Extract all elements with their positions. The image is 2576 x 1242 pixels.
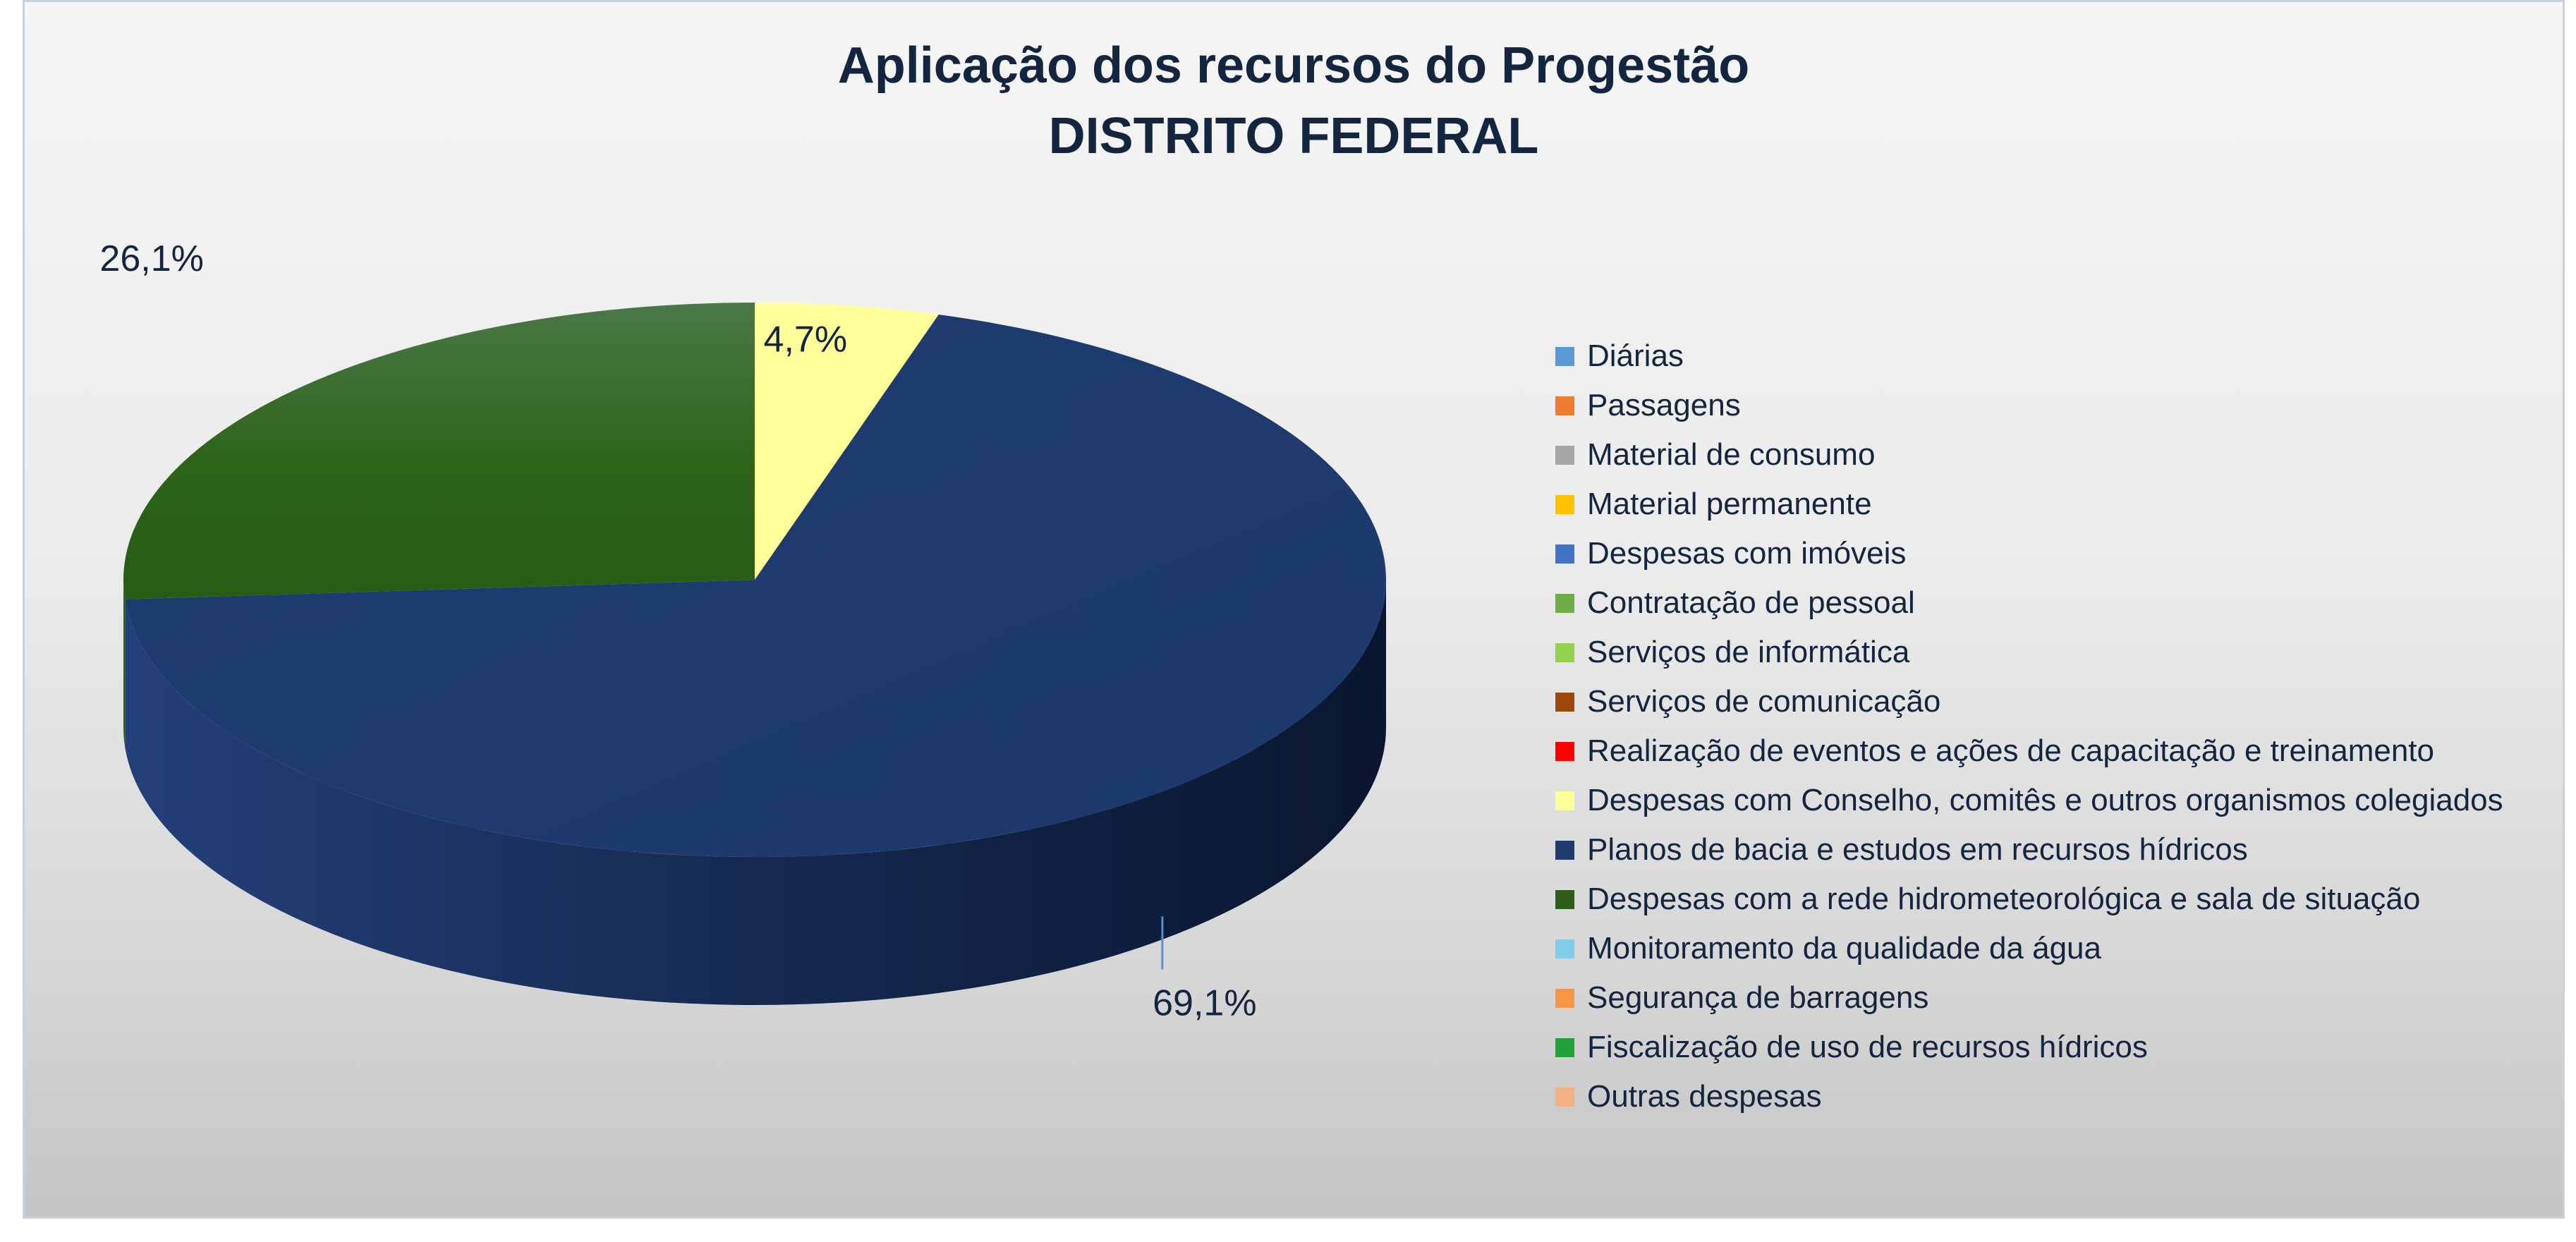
chart-subtitle: DISTRITO FEDERAL — [1048, 108, 1539, 164]
legend-item: Material permanente — [1555, 480, 2503, 529]
legend-label: Planos de bacia e estudos em recursos hí… — [1587, 832, 2248, 867]
legend-swatch — [1555, 544, 1574, 564]
legend-label: Realização de eventos e ações de capacit… — [1587, 733, 2434, 768]
legend-label: Passagens — [1587, 388, 1741, 422]
legend-item: Serviços de informática — [1555, 628, 2503, 677]
pie-data-label: 4,7% — [764, 319, 848, 360]
legend-label: Fiscalização de uso de recursos hídricos — [1587, 1030, 2148, 1064]
legend-swatch — [1555, 741, 1574, 761]
legend-swatch — [1555, 346, 1574, 366]
legend-label: Material de consumo — [1587, 437, 1876, 472]
legend-item: Passagens — [1555, 381, 2503, 430]
pie-slice — [755, 303, 939, 580]
legend-swatch — [1555, 692, 1574, 712]
pie-side-wall — [125, 580, 1386, 1006]
pie-slice — [125, 315, 1387, 857]
legend-item: Monitoramento da qualidade da água — [1555, 924, 2503, 973]
legend-label: Serviços de comunicação — [1587, 684, 1941, 719]
legend-item: Despesas com Conselho, comitês e outros … — [1555, 776, 2503, 825]
legend-swatch — [1555, 593, 1574, 613]
legend-item: Planos de bacia e estudos em recursos hí… — [1555, 825, 2503, 875]
pie-slice — [123, 303, 755, 599]
legend-item: Despesas com imóveis — [1555, 529, 2503, 578]
legend-item: Diárias — [1555, 331, 2503, 381]
legend-label: Despesas com imóveis — [1587, 536, 1907, 571]
legend-swatch — [1555, 396, 1574, 415]
pie-data-label: 69,1% — [1153, 982, 1256, 1023]
legend-swatch — [1555, 643, 1574, 662]
legend: Diárias Passagens Material de consumo Mater… — [1555, 331, 2503, 1121]
legend-swatch — [1555, 1037, 1574, 1057]
pie-side-wall — [123, 580, 126, 748]
chart-title: Aplicação dos recursos do Progestão — [837, 37, 1750, 94]
legend-label: Despesas com a rede hidrometeorológica e… — [1587, 882, 2421, 916]
legend-label: Despesas com Conselho, comitês e outros … — [1587, 783, 2503, 817]
legend-label: Material permanente — [1587, 487, 1872, 521]
legend-item: Fiscalização de uso de recursos hídricos — [1555, 1023, 2503, 1072]
pie-side-walls — [123, 580, 1386, 1006]
legend-label: Contratação de pessoal — [1587, 585, 1915, 620]
legend-label: Monitoramento da qualidade da água — [1587, 931, 2101, 966]
legend-item: Outras despesas — [1555, 1072, 2503, 1121]
legend-label: Diárias — [1587, 339, 1684, 373]
legend-swatch — [1555, 988, 1574, 1008]
legend-item: Material de consumo — [1555, 430, 2503, 480]
pie-chart: 4,7% 69,1% 26,1% — [99, 238, 1387, 1023]
legend-label: Segurança de barragens — [1587, 980, 1929, 1015]
legend-item: Despesas com a rede hidrometeorológica e… — [1555, 875, 2503, 924]
legend-item: Contratação de pessoal — [1555, 578, 2503, 628]
legend-swatch — [1555, 889, 1574, 909]
legend-swatch — [1555, 445, 1574, 465]
legend-swatch — [1555, 939, 1574, 958]
legend-item: Segurança de barragens — [1555, 973, 2503, 1023]
chart-frame: Aplicação dos recursos do Progestão DIST… — [23, 0, 2565, 1219]
pie-data-label: 26,1% — [99, 238, 203, 279]
legend-swatch — [1555, 840, 1574, 860]
legend-item: Realização de eventos e ações de capacit… — [1555, 726, 2503, 776]
legend-label: Outras despesas — [1587, 1079, 1822, 1114]
legend-swatch — [1555, 791, 1574, 810]
pie-data-labels: 4,7% 69,1% 26,1% — [99, 238, 1256, 1023]
legend-item: Serviços de comunicação — [1555, 677, 2503, 726]
pie-slices — [123, 303, 1387, 857]
legend-label: Serviços de informática — [1587, 635, 1910, 669]
legend-swatch — [1555, 494, 1574, 514]
legend-swatch — [1555, 1087, 1574, 1107]
